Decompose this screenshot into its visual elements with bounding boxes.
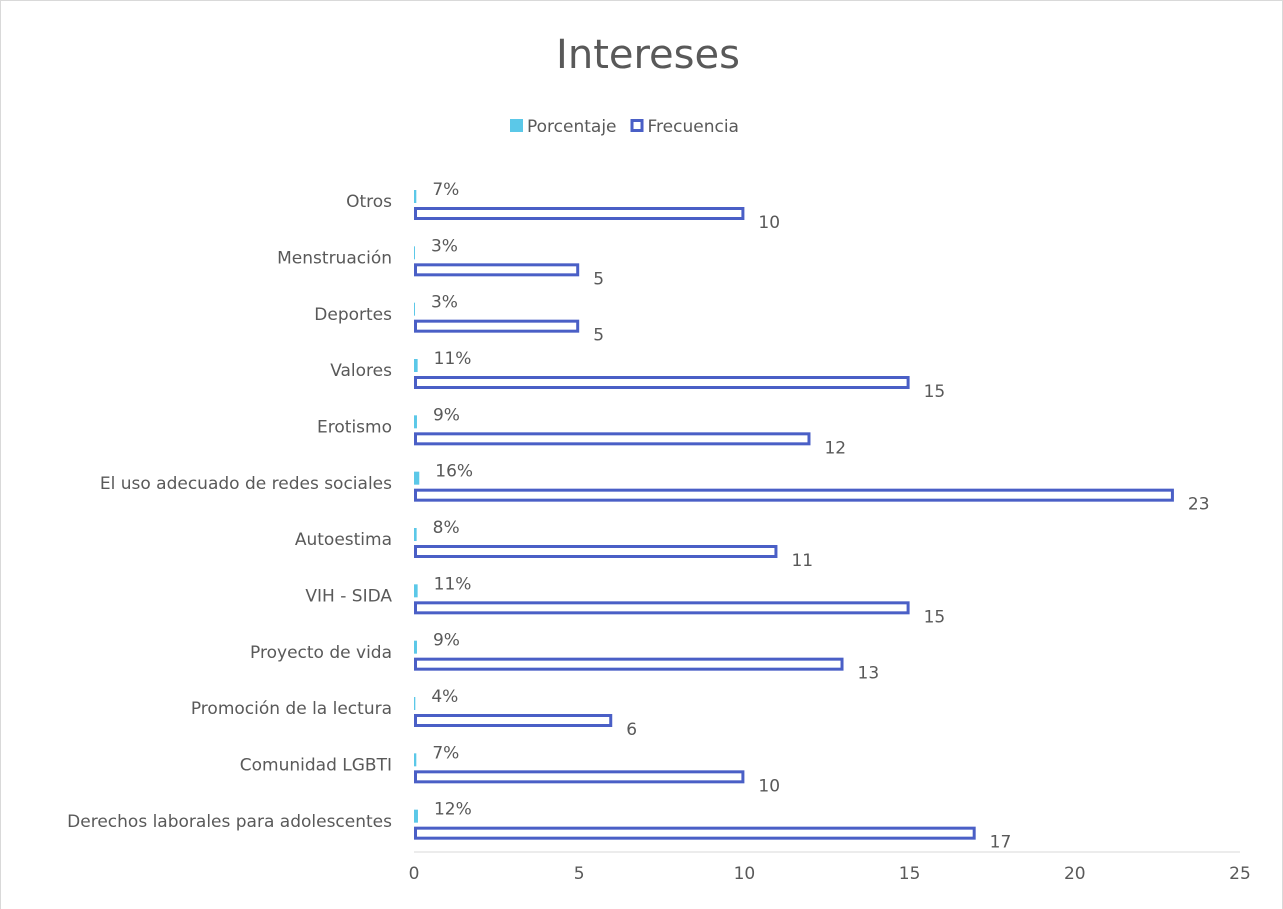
bar: [414, 697, 416, 710]
x-tick-label: 20: [1064, 864, 1086, 884]
bar: [414, 826, 976, 840]
data-label: 5: [593, 269, 604, 289]
y-tick-label: Valores: [330, 361, 392, 381]
bar: [414, 319, 580, 333]
bar: [414, 432, 811, 446]
legend-label: Frecuencia: [648, 117, 739, 137]
bar: [414, 263, 580, 277]
bar: [414, 545, 778, 558]
data-label: 11%: [434, 574, 472, 594]
data-label: 5: [593, 326, 604, 346]
data-label: 17: [990, 833, 1012, 853]
data-label: 16%: [435, 462, 473, 482]
bar: [414, 376, 910, 389]
y-tick-label: Derechos laborales para adolescentes: [67, 812, 392, 832]
bar: [414, 488, 1174, 502]
y-tick-label: VIH - SIDA: [305, 587, 392, 607]
bar: [414, 190, 417, 203]
y-tick-label: Autoestima: [295, 530, 392, 550]
x-tick-label: 25: [1229, 864, 1251, 884]
data-label: 6: [626, 720, 637, 740]
x-tick-label: 5: [574, 864, 585, 884]
legend-swatch: [630, 119, 644, 132]
y-tick-label: Proyecto de vida: [250, 643, 392, 663]
y-tick-label: Erotismo: [317, 418, 392, 438]
bar: [414, 359, 418, 372]
data-label: 7%: [432, 743, 459, 763]
legend-swatch: [510, 119, 523, 132]
bar: [414, 246, 415, 260]
data-label: 15: [924, 382, 946, 402]
data-label: 15: [924, 607, 946, 627]
bar: [414, 584, 418, 598]
legend-label: Porcentaje: [527, 117, 617, 137]
x-tick-label: 0: [409, 864, 420, 884]
data-label: 23: [1188, 495, 1210, 515]
data-label: 7%: [432, 180, 459, 200]
y-tick-label: Otros: [346, 192, 392, 212]
bar: [414, 415, 417, 429]
data-label: 13: [858, 664, 880, 684]
bar: [414, 770, 745, 784]
bar: [414, 714, 613, 727]
bar: [414, 528, 417, 541]
x-tick-label: 15: [899, 864, 921, 884]
data-label: 10: [758, 213, 780, 233]
bar: [414, 207, 745, 220]
bar: [414, 657, 844, 671]
data-label: 3%: [431, 236, 458, 256]
data-label: 10: [758, 776, 780, 796]
bar: [414, 753, 417, 767]
data-label: 11%: [434, 349, 472, 369]
bar: [414, 640, 417, 654]
bar: [414, 471, 420, 485]
y-tick-label: El uso adecuado de redes sociales: [100, 474, 392, 494]
data-label: 3%: [431, 293, 458, 313]
data-label: 11: [791, 551, 813, 571]
data-label: 4%: [431, 687, 458, 707]
bar: [414, 809, 418, 823]
data-label: 12: [824, 438, 846, 458]
y-tick-label: Promoción de la lectura: [191, 699, 392, 719]
x-tick-label: 10: [734, 864, 756, 884]
bar: [414, 601, 910, 615]
data-label: 8%: [433, 518, 460, 538]
chart-title: Intereses: [556, 32, 740, 78]
y-tick-label: Deportes: [314, 305, 392, 325]
bar: [414, 302, 415, 316]
y-tick-label: Comunidad LGBTI: [240, 756, 392, 776]
data-label: 9%: [433, 405, 460, 425]
data-label: 12%: [434, 800, 472, 820]
data-label: 9%: [433, 631, 460, 651]
y-tick-label: Menstruación: [277, 249, 392, 269]
